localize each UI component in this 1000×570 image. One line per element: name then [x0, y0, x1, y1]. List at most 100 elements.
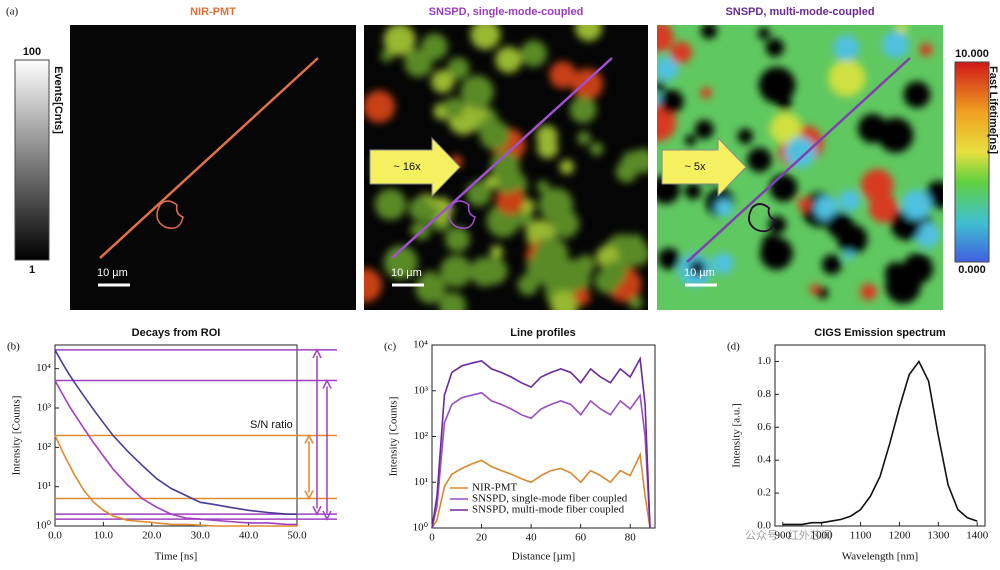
colorbar-label: 10.000: [955, 48, 989, 60]
texture: [466, 181, 492, 207]
x-tick-label: 1200: [888, 530, 911, 542]
x-tick-label: 1400: [966, 530, 989, 542]
texture: [559, 159, 575, 175]
image-title: NIR-PMT: [190, 6, 236, 18]
x-tick-label: 1100: [850, 530, 872, 542]
y-axis-label: Intensity [Counts]: [11, 396, 23, 476]
texture: [821, 254, 842, 275]
texture: [860, 283, 877, 301]
texture: [364, 90, 396, 123]
texture: [374, 188, 407, 221]
chart-title: Line profiles: [510, 327, 575, 339]
x-tick-label: 50.0: [287, 530, 307, 542]
y-axis-label: Intensity [Counts]: [388, 397, 400, 477]
texture: [712, 252, 734, 275]
texture: [689, 259, 706, 276]
texture: [765, 38, 785, 57]
sn-arrow: [312, 348, 322, 516]
texture: [574, 288, 591, 305]
profile-line: [391, 57, 613, 259]
texture: [684, 134, 697, 146]
texture: [447, 57, 470, 80]
y-tick-label: 10¹: [37, 480, 51, 492]
texture: [828, 59, 866, 97]
x-tick-label: 900: [775, 530, 792, 542]
texture: [814, 195, 839, 220]
texture: [757, 27, 771, 40]
chart-title: CIGS Emission spectrum: [814, 327, 946, 339]
texture: [700, 87, 712, 99]
texture: [383, 245, 418, 280]
annotation: S/N ratio: [250, 419, 293, 431]
profile-line: [99, 57, 319, 259]
sn-arrow: [322, 378, 332, 521]
chart-title: Decays from ROI: [132, 327, 221, 339]
legend-label: NIR-PMT: [472, 482, 518, 494]
panel-label: (a): [6, 6, 19, 18]
texture: [536, 180, 550, 193]
image-title: SNSPD, single-mode-coupled: [429, 6, 584, 18]
texture: [884, 261, 908, 285]
texture: [684, 182, 702, 200]
y-tick-label: 10⁴: [36, 362, 51, 374]
series-line: [54, 380, 297, 526]
texture: [833, 35, 860, 61]
texture: [784, 136, 816, 168]
texture: [769, 112, 802, 145]
series-line: [54, 435, 297, 527]
x-tick-label: 0: [429, 532, 435, 544]
y-tick-label: 10⁰: [413, 522, 429, 534]
panel-label: (d): [727, 341, 740, 353]
x-tick-label: 1300: [927, 530, 950, 542]
texture: [460, 75, 494, 109]
texture: [758, 66, 796, 104]
x-tick-label: 40.0: [239, 530, 259, 542]
series-line: [431, 451, 651, 529]
colorbar-label: 1: [29, 264, 35, 276]
texture: [431, 69, 455, 94]
y-tick-label: 1.0: [757, 355, 771, 367]
texture: [659, 89, 684, 114]
texture: [769, 174, 798, 202]
texture: [577, 131, 591, 145]
texture: [419, 271, 440, 292]
y-tick-label: 10²: [37, 441, 52, 453]
texture: [515, 209, 534, 228]
x-tick-label: 0.0: [48, 530, 62, 542]
texture: [906, 228, 917, 239]
sn-arrow: [304, 433, 314, 501]
texture: [737, 128, 753, 144]
panel-label: (c): [384, 341, 397, 353]
texture: [479, 120, 510, 151]
series-line: [782, 359, 978, 526]
profile-line: [686, 57, 911, 263]
plot-frame: [774, 344, 986, 527]
x-tick-label: 1000: [811, 530, 834, 542]
y-tick-label: 0.8: [757, 388, 771, 400]
texture: [860, 168, 894, 202]
scale-bar-label: 10 µm: [97, 267, 128, 279]
texture: [538, 187, 574, 223]
texture: [364, 268, 382, 303]
scale-bar-label: 10 µm: [391, 267, 422, 279]
texture: [901, 189, 932, 220]
texture: [576, 254, 596, 275]
texture: [575, 25, 602, 42]
arrow-label: ~ 16x: [393, 161, 421, 173]
texture: [628, 295, 643, 310]
texture: [470, 25, 501, 50]
texture: [919, 43, 933, 57]
texture: [838, 189, 861, 212]
texture: [768, 215, 787, 234]
texture: [761, 233, 782, 255]
texture: [569, 96, 597, 124]
texture: [493, 166, 521, 194]
roi: [156, 200, 184, 229]
watermark: 公众号 · 红外芯闻: [745, 528, 832, 542]
colorbar: [954, 61, 990, 263]
arrow-label: ~ 5x: [684, 161, 706, 173]
image-title: SNSPD, multi-mode-coupled: [725, 6, 874, 18]
x-tick-label: 80: [625, 532, 637, 544]
y-tick-label: 10⁴: [413, 339, 428, 351]
